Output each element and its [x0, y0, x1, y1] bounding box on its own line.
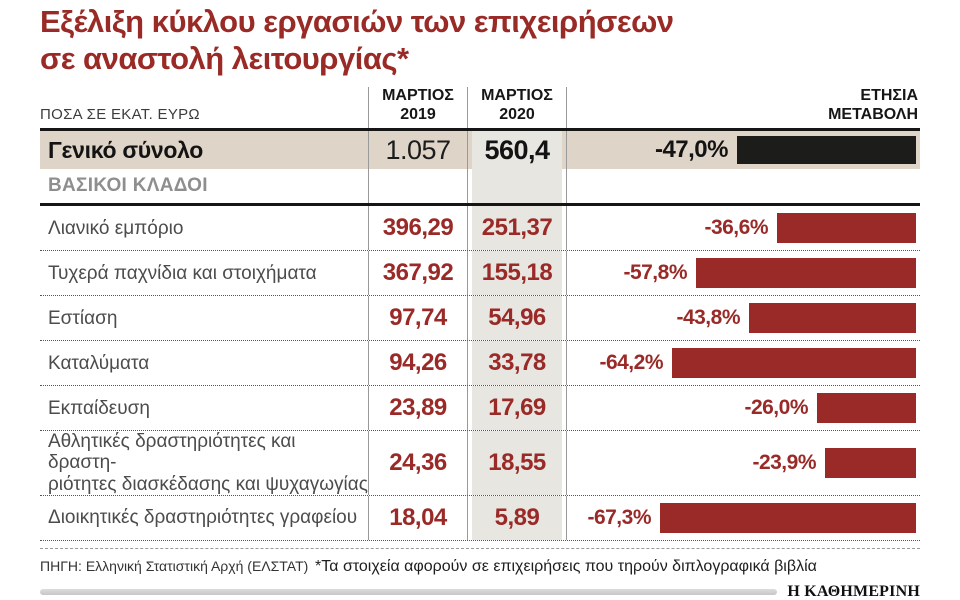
row-change-bar — [777, 213, 916, 244]
row-value-2020: 17,69 — [467, 386, 566, 431]
total-change-label: -47,0% — [654, 136, 729, 164]
row-label-line1: Λιανικό εμπόριο — [48, 217, 184, 239]
table-row: Εκπαίδευση 23,89 17,69 -26,0% — [40, 386, 920, 432]
total-change-bar — [737, 136, 916, 165]
row-value-2019: 94,26 — [368, 341, 467, 386]
row-change-label: -26,0% — [744, 396, 808, 420]
unit-label: ΠΟΣΑ ΣΕ ΕΚΑΤ. ΕΥΡΩ — [40, 106, 200, 124]
row-value-2020: 155,18 — [467, 251, 566, 296]
row-label: Καταλύματα — [40, 341, 368, 385]
table-header: ΠΟΣΑ ΣΕ ΕΚΑΤ. ΕΥΡΩ ΜΑΡΤΙΟΣ 2019 ΜΑΡΤΙΟΣ … — [40, 87, 920, 132]
row-value-2019: 23,89 — [368, 386, 467, 431]
column-header-change-line1: ΕΤΗΣΙΑ — [860, 87, 918, 105]
row-value-2019: 24,36 — [368, 431, 467, 495]
column-header-2020: ΜΑΡΤΙΟΣ 2020 — [467, 87, 566, 129]
table-bottom-rule — [40, 541, 920, 549]
section-cell-change — [566, 169, 920, 204]
row-change-label: -43,8% — [676, 306, 740, 330]
row-change-bar — [817, 393, 916, 424]
table-row: Διοικητικές δραστηριότητες γραφείου 18,0… — [40, 495, 920, 541]
section-cell-2020 — [467, 169, 566, 204]
table-row: Εστίαση 97,74 54,96 -43,8% — [40, 296, 920, 342]
row-change-label: -36,6% — [704, 216, 768, 240]
row-value-2020: 33,78 — [467, 341, 566, 386]
row-label: Λιανικό εμπόριο — [40, 206, 368, 250]
row-value-2020: 5,89 — [467, 495, 566, 540]
row-label: Εκπαίδευση — [40, 386, 368, 430]
row-change-cell: -57,8% — [566, 251, 920, 296]
row-value-2019: 18,04 — [368, 495, 467, 540]
table-row: Λιανικό εμπόριο 396,29 251,37 -36,6% — [40, 206, 920, 252]
row-change-bar — [696, 258, 916, 289]
brand-rule — [40, 588, 778, 595]
row-change-cell: -26,0% — [566, 386, 920, 431]
row-value-2020: 251,37 — [467, 206, 566, 251]
row-change-label: -23,9% — [752, 451, 816, 475]
section-label: ΒΑΣΙΚΟΙ ΚΛΑΔΟΙ — [48, 175, 208, 197]
row-change-bar — [672, 348, 916, 379]
asterisk-note: *Τα στοιχεία αφορούν σε επιχειρήσεις που… — [315, 557, 817, 575]
row-value-2020: 18,55 — [467, 431, 566, 495]
row-change-bar — [749, 303, 916, 334]
column-header-2019-line2: 2019 — [400, 105, 436, 123]
row-change-label: -64,2% — [599, 351, 663, 375]
row-label-line1: Εστίαση — [48, 307, 118, 329]
table-row: Τυχερά παχνίδια και στοιχήματα 367,92 15… — [40, 251, 920, 297]
column-header-2019-line1: ΜΑΡΤΙΟΣ — [382, 87, 454, 105]
brand-row: Η ΚΑΘΗΜΕΡΙΝΗ — [40, 583, 920, 600]
page-title: Εξέλιξη κύκλου εργασιών των επιχειρήσεων… — [40, 0, 920, 77]
total-value-2020: 560,4 — [467, 131, 566, 170]
total-value-2019: 1.057 — [368, 131, 467, 170]
row-label-line1: Τυχερά παχνίδια και στοιχήματα — [48, 262, 317, 284]
section-cell-2019 — [368, 169, 467, 204]
table-row: Καταλύματα 94,26 33,78 -64,2% — [40, 341, 920, 387]
row-label: Αθλητικές δραστηριότητες και δραστη- ριό… — [40, 431, 368, 495]
section-row: ΒΑΣΙΚΟΙ ΚΛΑΔΟΙ — [40, 169, 920, 207]
row-value-2019: 367,92 — [368, 251, 467, 296]
column-header-change-line2: ΜΕΤΑΒΟΛΗ — [828, 105, 918, 123]
source-note: ΠΗΓΗ: Ελληνική Στατιστική Αρχή (ΕΛΣΤΑΤ) — [40, 557, 309, 574]
row-label: Διοικητικές δραστηριότητες γραφείου — [40, 496, 368, 540]
row-label-line1: Εκπαίδευση — [48, 397, 150, 419]
total-change-cell: -47,0% — [566, 131, 920, 170]
row-change-cell: -23,9% — [566, 431, 920, 495]
row-value-2019: 396,29 — [368, 206, 467, 251]
row-change-cell: -36,6% — [566, 206, 920, 251]
column-header-2020-line2: 2020 — [499, 105, 535, 123]
title-line-2: σε αναστολή λειτουργίας* — [40, 40, 409, 76]
row-label: Εστίαση — [40, 296, 368, 340]
row-change-cell: -67,3% — [566, 495, 920, 540]
title-line-1: Εξέλιξη κύκλου εργασιών των επιχειρήσεων — [40, 4, 674, 39]
total-label: Γενικό σύνολο — [48, 136, 204, 163]
column-header-2019: ΜΑΡΤΙΟΣ 2019 — [368, 87, 467, 129]
row-label-line1: Καταλύματα — [48, 352, 150, 374]
brand-logo: Η ΚΑΘΗΜΕΡΙΝΗ — [787, 582, 920, 600]
footer: ΠΗΓΗ: Ελληνική Στατιστική Αρχή (ΕΛΣΤΑΤ) … — [40, 558, 920, 576]
table-row: Αθλητικές δραστηριότητες και δραστη- ριό… — [40, 431, 920, 496]
row-label: Τυχερά παχνίδια και στοιχήματα — [40, 251, 368, 295]
row-change-bar — [660, 502, 916, 533]
row-label-line1: Διοικητικές δραστηριότητες γραφείου — [48, 507, 358, 529]
row-change-cell: -43,8% — [566, 296, 920, 341]
total-row: Γενικό σύνολο 1.057 560,4 -47,0% — [40, 131, 920, 170]
column-header-change: ΕΤΗΣΙΑ ΜΕΤΑΒΟΛΗ — [566, 87, 920, 129]
row-change-label: -67,3% — [587, 505, 651, 529]
row-change-bar — [825, 448, 916, 479]
row-label-line1: Αθλητικές δραστηριότητες και δραστη- — [48, 431, 296, 474]
column-header-2020-line1: ΜΑΡΤΙΟΣ — [481, 87, 553, 105]
row-change-cell: -64,2% — [566, 341, 920, 386]
row-change-label: -57,8% — [623, 261, 687, 285]
table-body: Λιανικό εμπόριο 396,29 251,37 -36,6% Τυχ… — [40, 206, 920, 541]
row-value-2019: 97,74 — [368, 296, 467, 341]
row-label-line2: ριότητες διασκέδασης και ψυχαγωγίας — [48, 473, 368, 495]
row-value-2020: 54,96 — [467, 296, 566, 341]
